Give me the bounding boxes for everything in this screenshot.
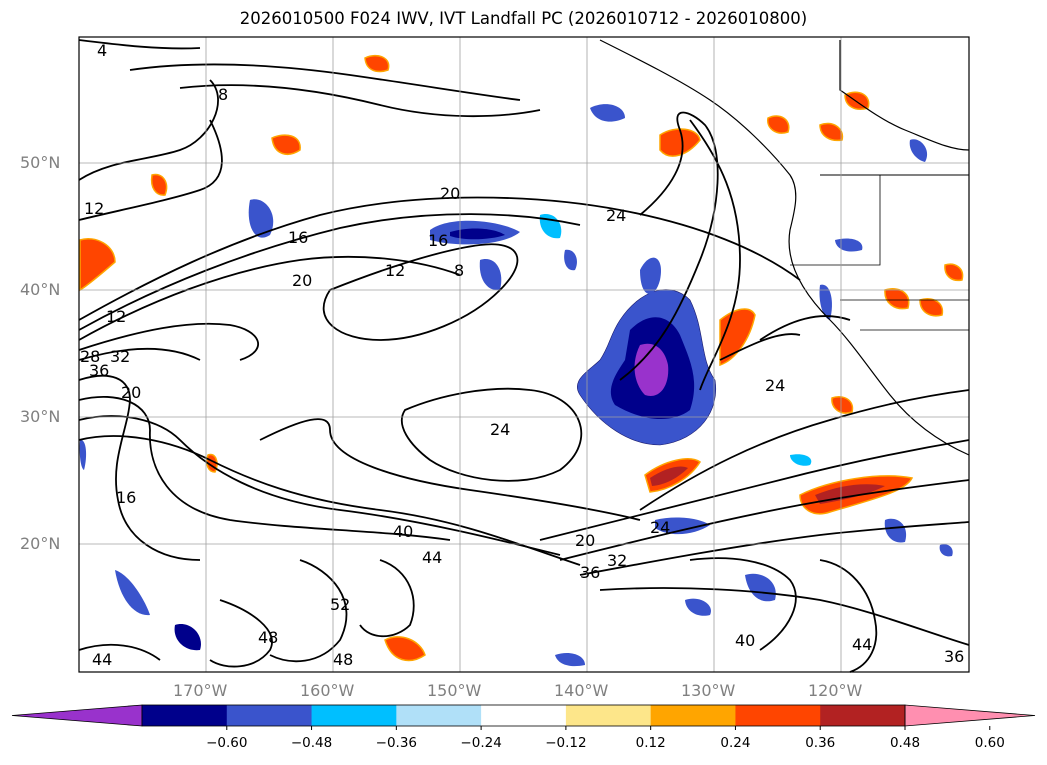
contour-label: 16 — [428, 231, 448, 250]
contour-label: 20 — [575, 531, 595, 550]
contour-label: 28 — [80, 347, 100, 366]
contour-label: 8 — [218, 85, 228, 104]
colorbar-swatch — [396, 705, 482, 726]
colorbar-tick-label: 0.12 — [635, 735, 666, 751]
lon-label-140w: 140°W — [554, 681, 609, 700]
contour-label: 20 — [440, 184, 460, 203]
colorbar-swatch — [650, 705, 736, 726]
contour-label: 8 — [454, 261, 464, 280]
contour-labels: 4 8 8 12 12 12 16 16 16 20 20 20 20 24 2… — [80, 41, 964, 669]
contour-label: 20 — [121, 383, 141, 402]
colorbar-tick-label: 0.48 — [889, 735, 921, 751]
contour-label: 16 — [288, 228, 308, 247]
lat-label-20: 20°N — [20, 534, 61, 553]
lon-label-160w: 160°W — [300, 681, 355, 700]
colorbar-tick-label: −0.36 — [375, 735, 418, 751]
colorbar-extend-min — [11, 704, 143, 727]
colorbar-extend-max — [904, 704, 1036, 727]
contour-label: 36 — [89, 361, 109, 380]
colorbar-swatch — [565, 705, 652, 726]
colorbar-swatch — [735, 705, 821, 726]
colorbar-swatch — [142, 705, 228, 726]
contour-label: 24 — [650, 518, 670, 537]
map-title: 2026010500 F024 IWV, IVT Landfall PC (20… — [239, 9, 808, 28]
contour-label: 44 — [92, 650, 112, 669]
plot-area — [78, 36, 970, 673]
contour-label: 36 — [580, 563, 600, 582]
lon-label-170w: 170°W — [173, 681, 228, 700]
contour-label: 40 — [393, 522, 413, 541]
contour-label: 44 — [422, 548, 442, 567]
lat-label-50: 50°N — [20, 153, 61, 172]
contour-label: 36 — [944, 647, 964, 666]
colorbar-swatch — [481, 705, 567, 726]
contour-label: 40 — [735, 631, 755, 650]
shading-layer — [79, 54, 964, 667]
contour-label: 24 — [490, 420, 510, 439]
lon-label-150w: 150°W — [427, 681, 482, 700]
colorbar-swatch — [820, 705, 906, 726]
contour-label: 48 — [333, 650, 353, 669]
contour-label: 24 — [606, 206, 626, 225]
graticule — [79, 37, 969, 672]
colorbar-tick-label: 0.36 — [805, 735, 836, 751]
colorbar-tick-label: −0.48 — [290, 735, 333, 751]
lat-label-40: 40°N — [20, 280, 61, 299]
contour-label: 12 — [385, 261, 405, 280]
colorbar-tick-label: −0.24 — [460, 735, 502, 751]
lon-label-120w: 120°W — [808, 681, 863, 700]
colorbar-swatch — [226, 705, 313, 726]
contour-label: 52 — [330, 595, 350, 614]
colorbar — [11, 704, 1036, 730]
contour-label: 24 — [765, 376, 785, 395]
colorbar-tick-label: −0.60 — [206, 735, 248, 751]
contour-label: 12 — [84, 199, 104, 218]
colorbar-tick-label: 0.60 — [974, 735, 1005, 751]
lon-label-130w: 130°W — [681, 681, 736, 700]
contour-label: 20 — [292, 271, 312, 290]
negative-pc-peak — [634, 343, 669, 396]
contour-label: 44 — [852, 635, 872, 654]
contour-label: 16 — [116, 488, 136, 507]
coastline-layer — [599, 39, 970, 456]
contour-label: 32 — [110, 347, 130, 366]
contour-label: 32 — [607, 551, 627, 570]
lat-label-30: 30°N — [20, 407, 61, 426]
contour-label: 12 — [106, 307, 126, 326]
colorbar-swatch — [311, 705, 397, 726]
contour-label: 4 — [97, 41, 107, 60]
colorbar-tick-label: −0.12 — [545, 735, 587, 751]
colorbar-tick-label: 0.24 — [720, 735, 751, 751]
contour-label: 48 — [258, 628, 278, 647]
